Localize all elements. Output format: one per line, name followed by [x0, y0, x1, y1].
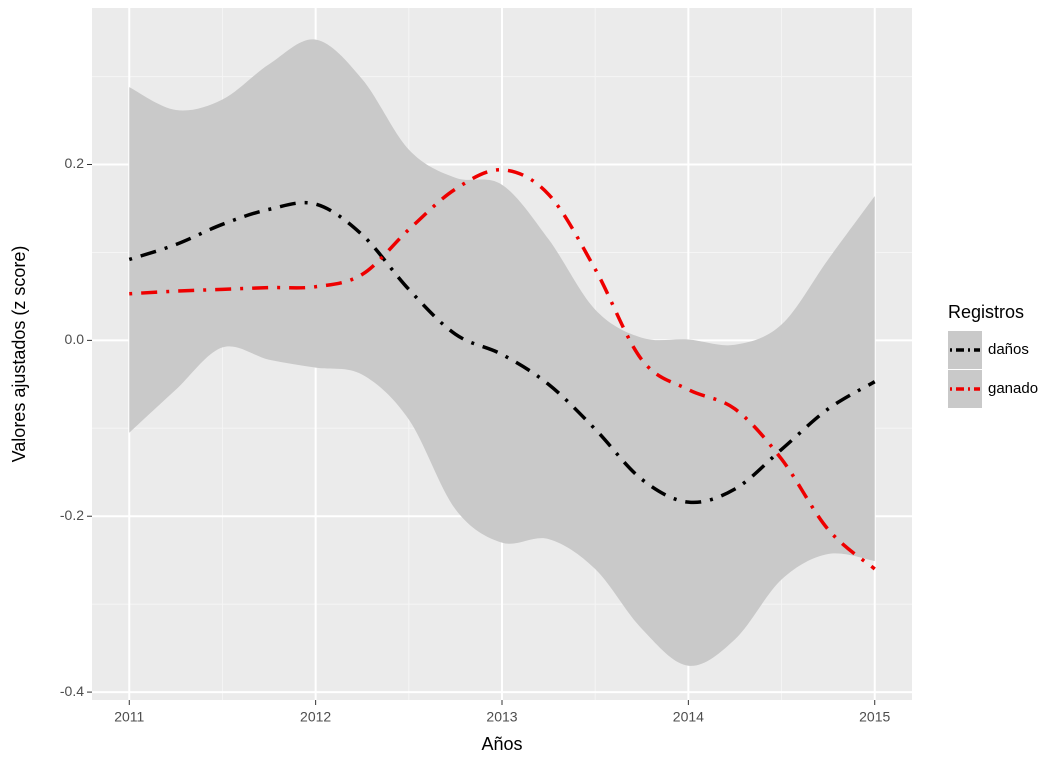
x-tick-label: 2015 — [859, 709, 890, 725]
x-tick-label: 2013 — [486, 709, 517, 725]
x-tick-label: 2012 — [300, 709, 331, 725]
y-tick-label: 0.0 — [65, 331, 85, 347]
y-axis-title: Valores ajustados (z score) — [9, 246, 29, 463]
y-tick-label: 0.2 — [65, 155, 85, 171]
x-tick-label: 2014 — [673, 709, 704, 725]
line — [129, 168, 876, 571]
legend-title: Registros — [948, 302, 1024, 322]
legend-label: ganado — [988, 380, 1038, 397]
x-axis-title: Años — [481, 734, 522, 754]
y-tick-label: -0.4 — [60, 683, 84, 699]
y-tick-label: -0.2 — [60, 507, 84, 523]
confidence-band — [129, 39, 875, 666]
x-tick-label: 2011 — [114, 709, 144, 725]
legend-label: daños — [988, 341, 1029, 358]
line — [128, 200, 876, 505]
